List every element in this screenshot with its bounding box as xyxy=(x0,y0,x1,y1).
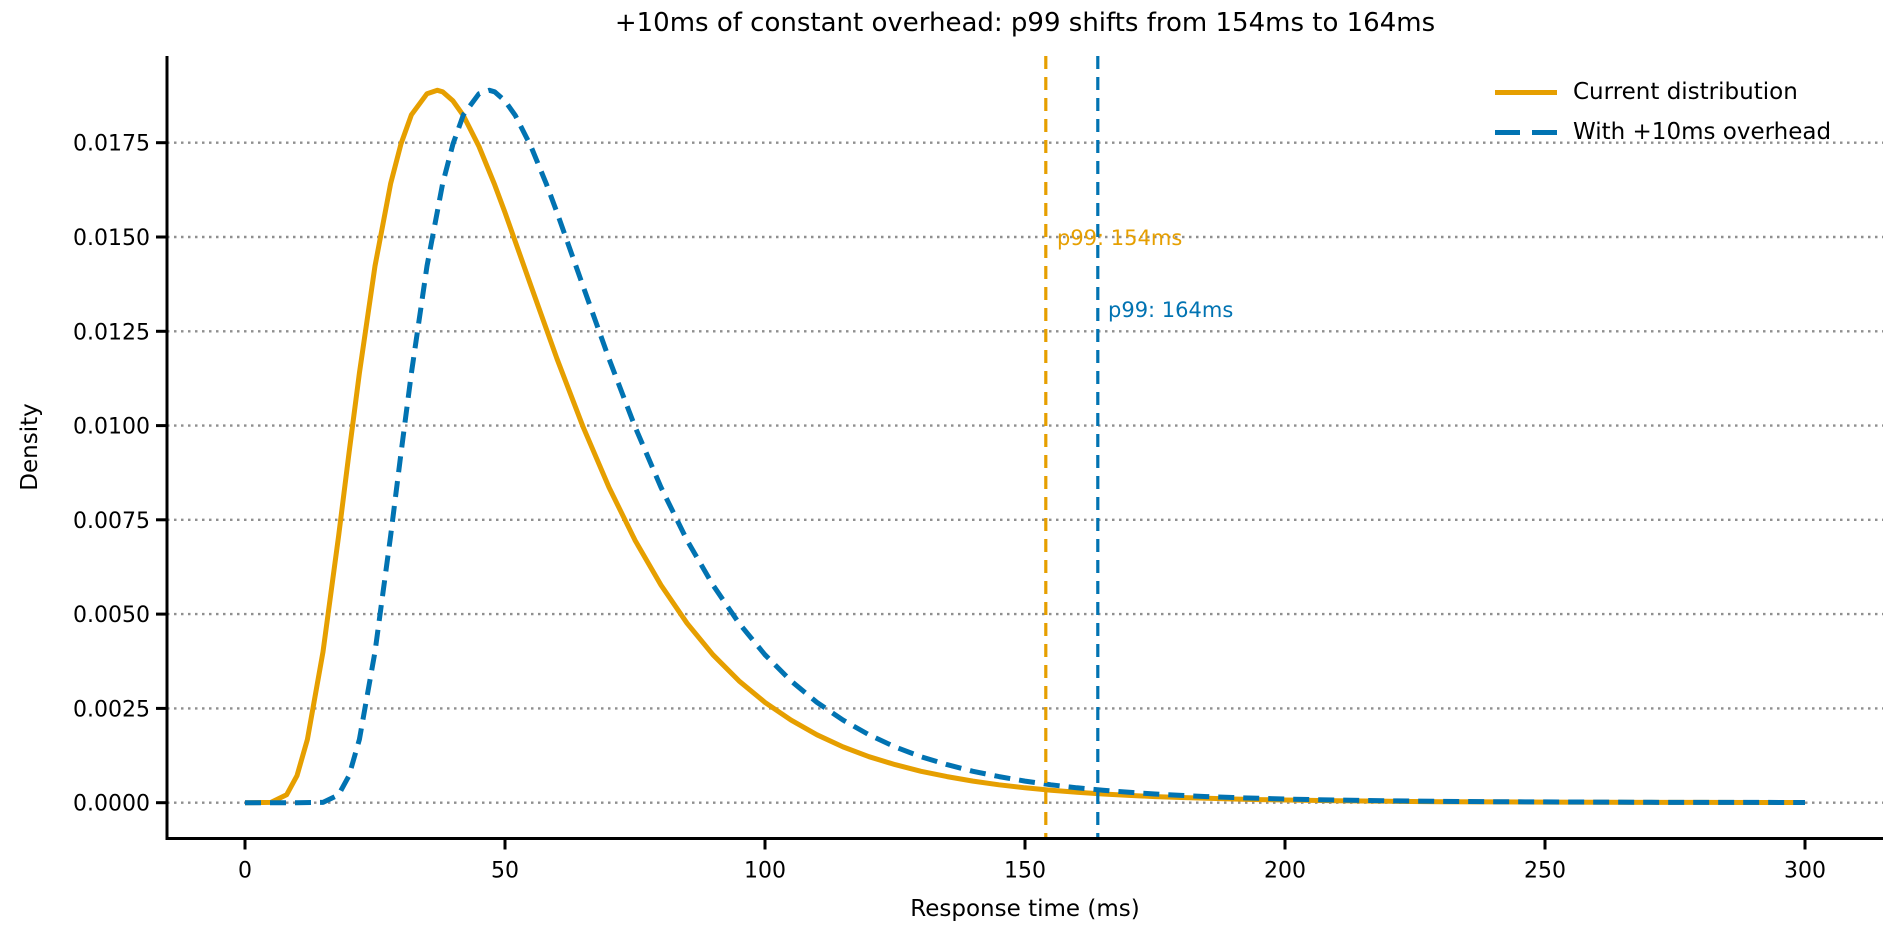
y-tick-label: 0.0150 xyxy=(73,226,150,251)
legend-line-current-swatch xyxy=(1495,89,1557,95)
y-tick-label: 0.0125 xyxy=(73,320,150,345)
y-tick-label: 0.0000 xyxy=(73,792,150,817)
y-tick-label: 0.0100 xyxy=(73,415,150,440)
y-tick-label: 0.0175 xyxy=(73,132,150,157)
x-tick-label: 150 xyxy=(1004,859,1046,884)
chart-title: +10ms of constant overhead: p99 shifts f… xyxy=(614,8,1436,38)
current-distribution-curve xyxy=(244,87,1805,806)
x-tick-label: 200 xyxy=(1264,859,1306,884)
y-tick-label: 0.0025 xyxy=(73,697,150,722)
legend-item-current: Current distribution xyxy=(1495,78,1831,106)
x-tick-label: 250 xyxy=(1524,859,1566,884)
x-tick-label: 300 xyxy=(1784,859,1826,884)
x-tick-label: 0 xyxy=(238,859,252,884)
legend-item-overhead: With +10ms overhead xyxy=(1495,118,1831,146)
p99-overhead-annotation: p99: 164ms xyxy=(1108,298,1234,322)
y-axis-label: Density xyxy=(17,403,43,491)
legend-line-overhead-swatch xyxy=(1495,129,1557,135)
legend-label-overhead: With +10ms overhead xyxy=(1573,119,1832,145)
x-axis-label: Response time (ms) xyxy=(910,896,1140,922)
legend: Current distribution With +10ms overhead xyxy=(1495,78,1831,158)
y-tick-label: 0.0075 xyxy=(73,509,150,534)
p99-current-annotation: p99: 154ms xyxy=(1057,226,1183,250)
y-tick-label: 0.0050 xyxy=(73,603,150,628)
legend-label-current: Current distribution xyxy=(1573,79,1798,105)
overhead-curve xyxy=(245,87,1806,806)
x-tick-label: 50 xyxy=(491,859,519,884)
x-tick-label: 100 xyxy=(744,859,786,884)
